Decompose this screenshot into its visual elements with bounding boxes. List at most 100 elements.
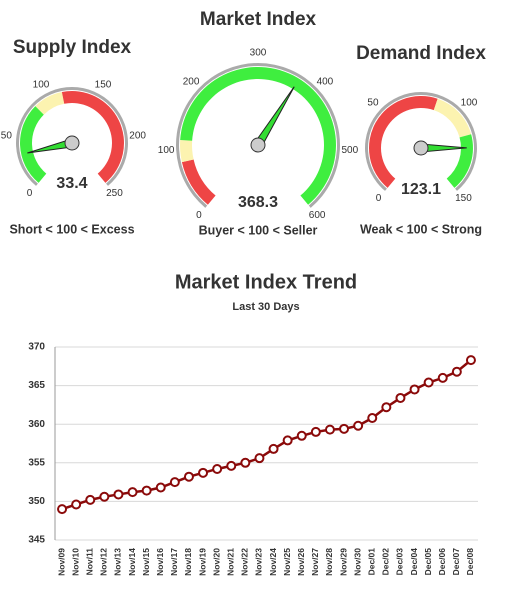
x-tick-label: Dec/07 [451,548,461,576]
x-tick-label: Nov/25 [282,548,292,576]
gauge-tick-label: 200 [183,77,200,88]
y-tick-label: 370 [28,342,45,353]
gauge-tick-label: 500 [342,145,359,156]
line-point [296,430,307,441]
line-point [423,377,434,388]
gauge-band [61,91,124,183]
x-tick-label: Nov/19 [197,548,207,576]
gauge-value: 368.3 [238,194,278,211]
gauge-tick-label: 250 [106,188,123,199]
x-tick-label: Nov/27 [310,548,320,576]
x-tick-label: Dec/01 [367,548,377,576]
x-tick-label: Dec/02 [381,548,391,576]
gauge-band [433,98,472,138]
gauge-band [446,134,473,188]
line-point [226,460,237,471]
x-tick-label: Nov/18 [183,548,193,576]
x-tick-label: Nov/26 [296,548,306,576]
gauge-pivot [250,137,266,153]
line-point [85,494,96,505]
gauge-tick-label: 0 [27,188,33,199]
x-tick-label: Dec/04 [409,548,419,576]
line-point [141,485,152,496]
gauge-tick-label: 100 [33,79,50,90]
gauge-band [35,91,65,115]
gauge-rim [16,87,129,186]
line-point [212,463,223,474]
gauge-pivot [64,135,80,151]
x-tick-label: Dec/08 [465,548,475,576]
gauge-band [20,106,47,183]
line-point [254,453,265,464]
gauge-rim [176,63,340,208]
line-point [113,489,124,500]
x-tick-label: Nov/22 [240,548,250,576]
gauge-band [181,159,216,205]
line-series [61,359,472,511]
gauge-title: Market Index [200,9,317,30]
chart-title: Market Index Trend [175,271,357,293]
line-point [99,491,110,502]
x-tick-label: Nov/13 [113,548,123,576]
gauge-tick-label: 100 [158,145,175,156]
line-point [127,487,138,498]
x-tick-label: Nov/20 [211,548,221,576]
line-point [155,482,166,493]
line-point [183,471,194,482]
gauge-tick-label: 0 [376,193,382,204]
gauge-band [180,140,194,163]
y-tick-label: 350 [28,496,45,507]
line-point [268,443,279,454]
line-point [282,435,293,446]
x-tick-label: Nov/15 [141,548,151,576]
line-point [465,355,476,366]
gauge-band [180,66,336,205]
gauge-tick-label: 0 [196,210,202,221]
x-tick-label: Nov/24 [268,548,278,576]
line-point [310,426,321,437]
gauge-tick-label: 200 [129,131,146,142]
gauge-tick-label: 100 [461,97,478,108]
x-tick-label: Nov/11 [85,548,95,576]
gauge-subtitle: Weak < 100 < Strong [360,222,482,236]
line-point [409,384,420,395]
x-tick-label: Dec/05 [423,548,433,576]
x-tick-label: Nov/10 [70,548,80,576]
x-tick-label: Nov/30 [352,548,362,576]
line-point [324,424,335,435]
line-point [381,402,392,413]
gauge-tick-label: 400 [317,77,334,88]
y-tick-label: 365 [28,380,45,391]
x-tick-label: Nov/12 [99,548,109,576]
x-tick-label: Nov/14 [127,548,137,576]
x-tick-label: Nov/23 [254,548,264,576]
x-tick-label: Dec/03 [395,548,405,576]
line-point [437,372,448,383]
x-tick-label: Nov/16 [155,548,165,576]
line-point [339,423,350,434]
gauge-band [368,95,438,188]
line-point [71,499,82,510]
gauge-subtitle: Short < 100 < Excess [9,222,134,236]
line-point [57,504,68,515]
gauge-rim [365,92,478,191]
gauge-subtitle: Buyer < 100 < Seller [199,223,318,237]
gauge-pivot [413,140,429,156]
gauge-tick-label: 150 [455,193,472,204]
line-point [367,413,378,424]
gauge-tick-label: 300 [250,48,267,59]
line-point [353,420,364,431]
y-tick-label: 345 [28,535,45,546]
x-tick-label: Dec/06 [437,548,447,576]
line-point [169,477,180,488]
gauge-value: 33.4 [56,175,87,192]
y-tick-label: 360 [28,419,45,430]
x-tick-label: Nov/21 [226,548,236,576]
x-tick-label: Nov/09 [56,548,66,576]
gauge-tick-label: 600 [309,210,326,221]
x-tick-label: Nov/17 [169,548,179,576]
gauge-title: Demand Index [356,43,486,64]
x-tick-label: Nov/28 [324,548,334,576]
gauge-tick-label: 150 [95,79,112,90]
